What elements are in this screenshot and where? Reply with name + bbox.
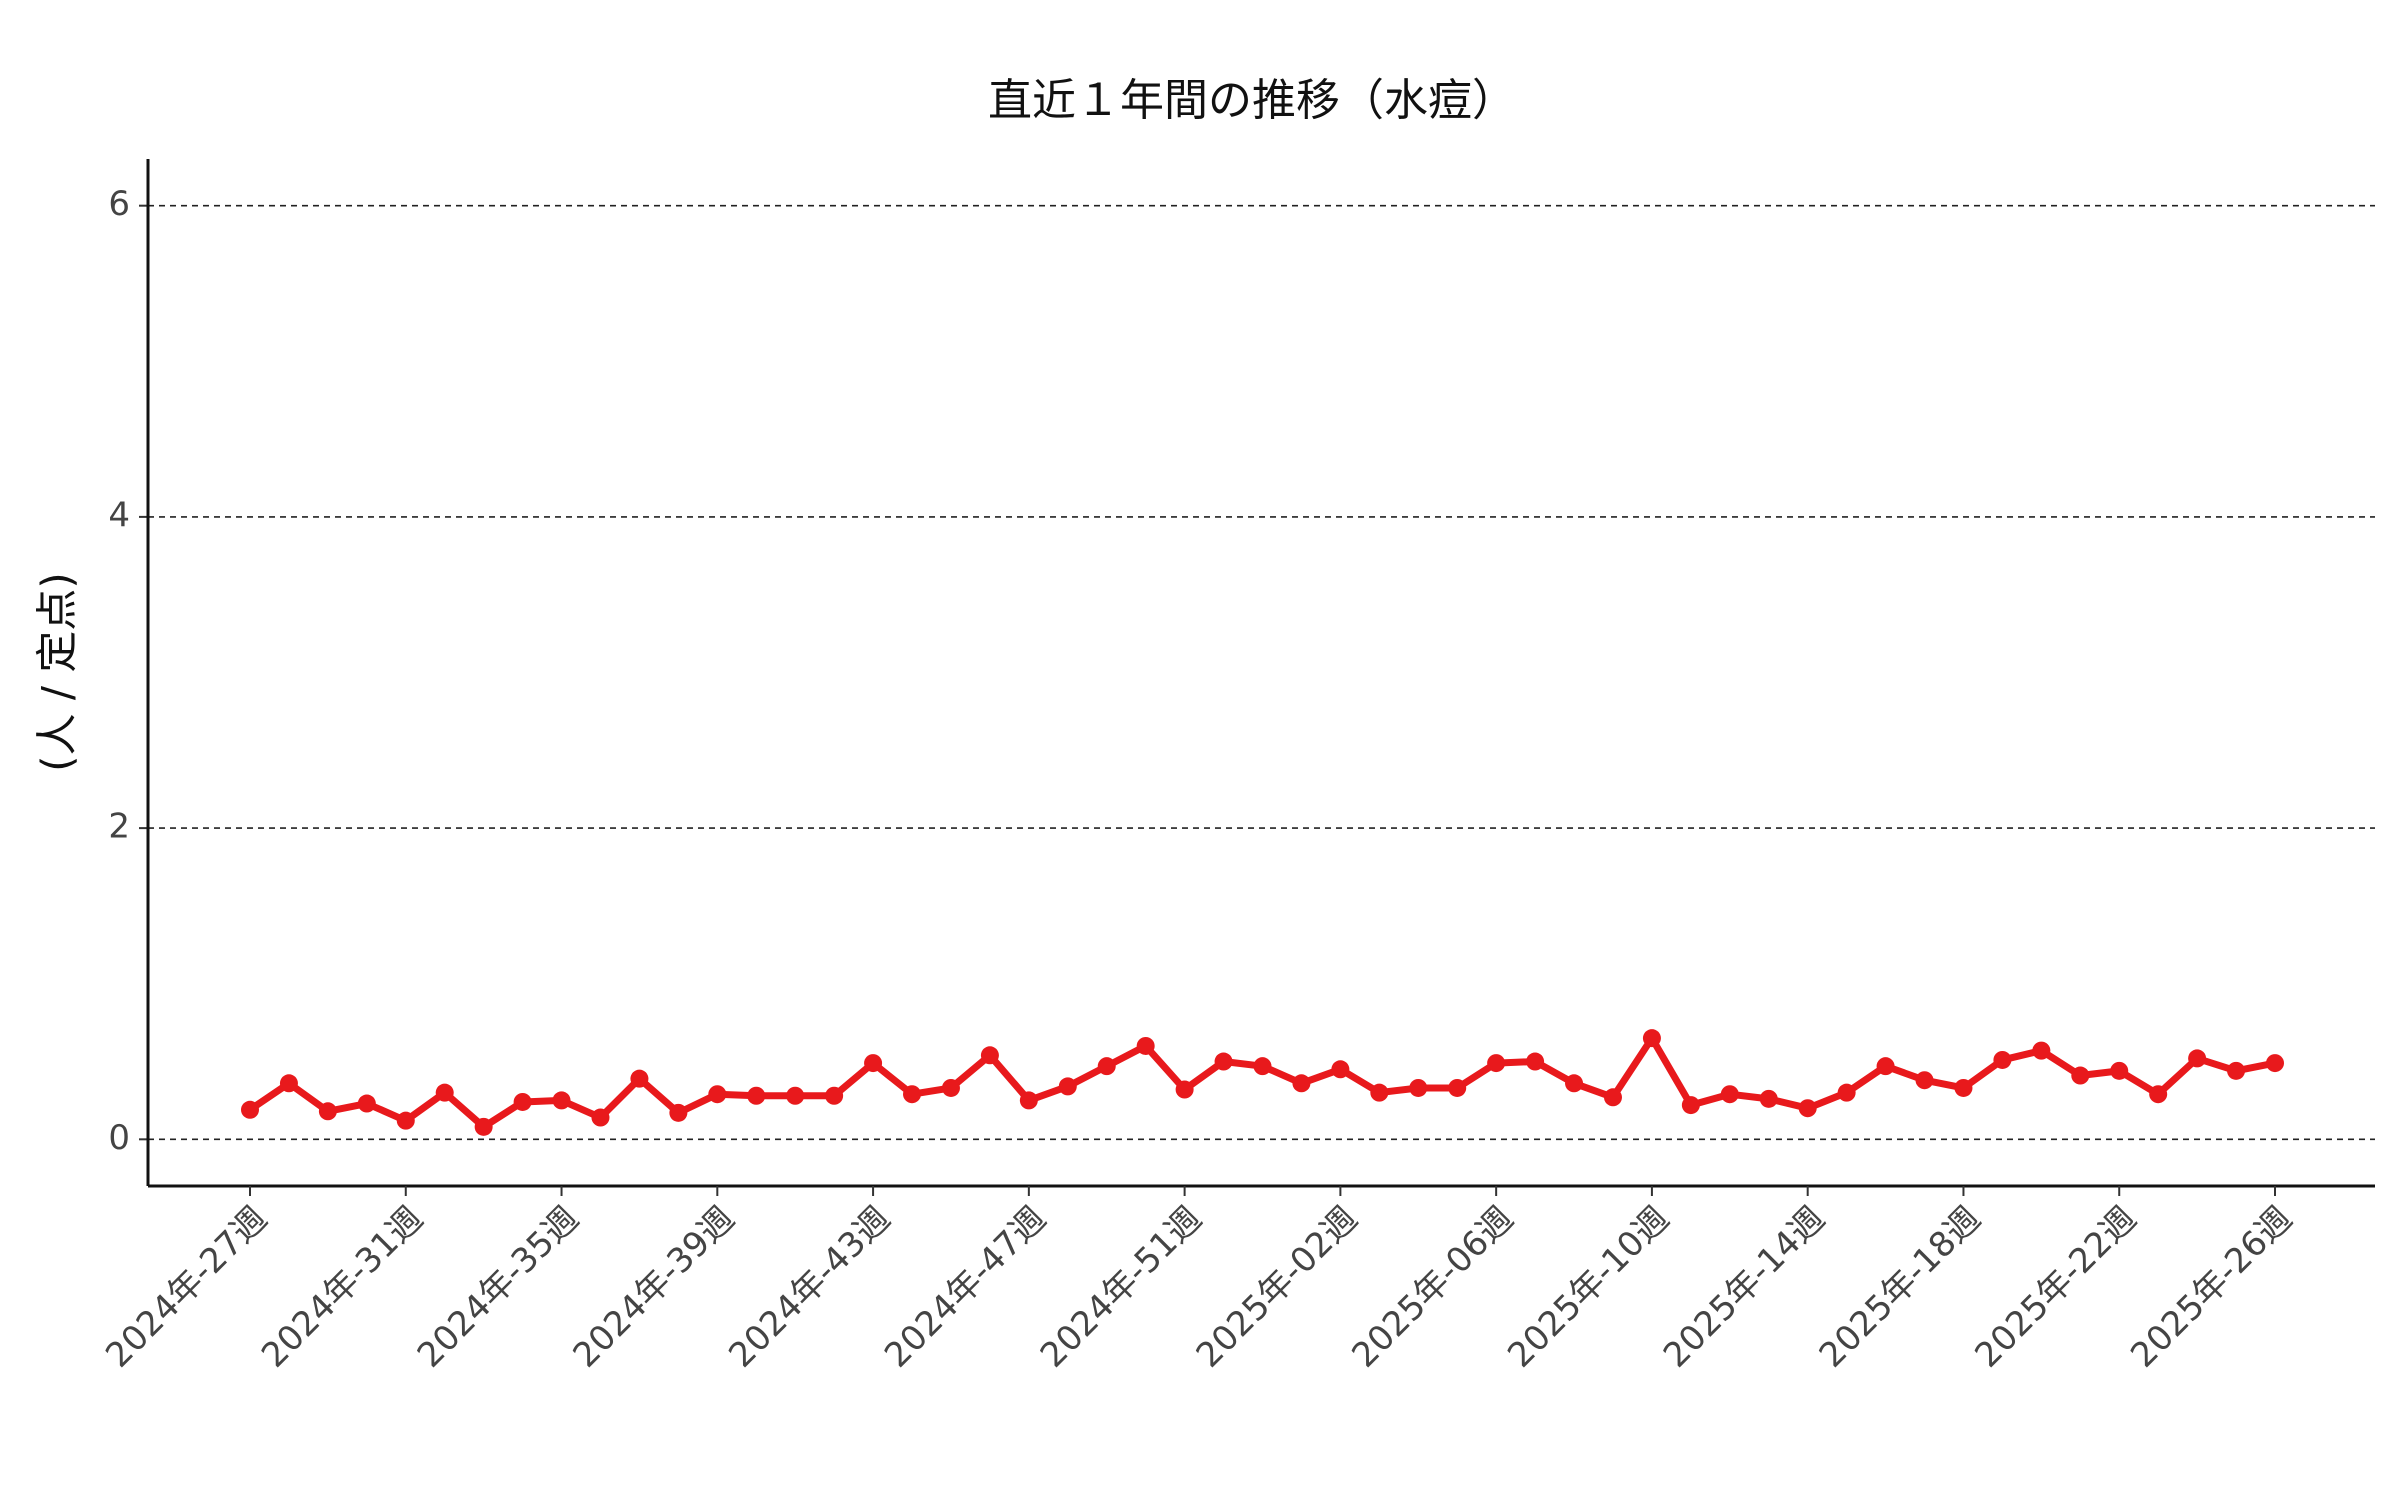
data-point <box>1019 1091 1038 1110</box>
data-point <box>1876 1057 1895 1076</box>
data-point <box>1720 1085 1739 1104</box>
data-point <box>825 1086 844 1105</box>
x-tick-label: 2024年-27週 <box>98 1199 275 1376</box>
data-line <box>248 1034 2276 1131</box>
data-point <box>1954 1078 1973 1097</box>
chart-title: 直近１年間の推移（水痘） <box>988 75 1516 126</box>
x-tick-label: 2025年-06週 <box>1344 1199 1521 1376</box>
data-point <box>669 1103 688 1122</box>
data-point <box>1370 1083 1389 1102</box>
x-tick-label: 2024年-51週 <box>1033 1199 1210 1376</box>
data-point <box>1448 1078 1467 1097</box>
x-tick-label: 2025年-14週 <box>1656 1199 1833 1376</box>
data-point <box>241 1100 259 1119</box>
data-point <box>279 1074 298 1093</box>
data-point <box>1253 1057 1272 1076</box>
x-tick-label: 2025年-10週 <box>1500 1199 1677 1376</box>
data-point <box>1642 1029 1661 1048</box>
data-point <box>1565 1074 1584 1093</box>
x-tick-label: 2024年-43週 <box>721 1199 898 1376</box>
data-point <box>396 1111 415 1130</box>
data-point <box>1058 1077 1077 1096</box>
y-tick-label: 4 <box>108 495 130 535</box>
data-point <box>1681 1096 1700 1115</box>
data-point <box>1097 1057 1116 1076</box>
x-tick-label: 2025年-26週 <box>2123 1199 2300 1376</box>
y-tick-label: 2 <box>108 807 130 847</box>
data-point <box>1526 1052 1545 1071</box>
data-point <box>1798 1099 1817 1118</box>
data-point <box>903 1085 922 1104</box>
data-point <box>1136 1036 1155 1055</box>
data-point <box>630 1069 649 1088</box>
data-point <box>941 1078 960 1097</box>
y-tick-label: 6 <box>108 184 130 224</box>
data-point <box>513 1092 532 1111</box>
data-point <box>2110 1061 2129 1080</box>
data-point <box>435 1083 454 1102</box>
data-point <box>2227 1061 2246 1080</box>
data-point <box>1915 1071 1934 1090</box>
data-point <box>357 1094 376 1113</box>
data-point <box>1292 1074 1311 1093</box>
data-point <box>1487 1054 1506 1073</box>
x-tick-label: 2024年-47週 <box>877 1199 1054 1376</box>
data-point <box>2071 1066 2090 1085</box>
y-tick-label: 0 <box>108 1118 130 1158</box>
x-tick-label: 2024年-31週 <box>254 1199 431 1376</box>
data-point <box>1603 1088 1622 1107</box>
data-point <box>980 1046 999 1065</box>
x-tick-label: 2024年-35週 <box>410 1199 587 1376</box>
data-point <box>1759 1089 1778 1108</box>
data-point <box>474 1117 493 1136</box>
data-point <box>1331 1060 1350 1079</box>
data-point <box>1837 1083 1856 1102</box>
data-point <box>786 1086 805 1105</box>
data-point <box>2188 1049 2207 1068</box>
data-point <box>591 1108 610 1127</box>
data-point <box>747 1086 766 1105</box>
data-point <box>1175 1080 1194 1099</box>
data-point <box>2032 1041 2051 1060</box>
x-tick-label: 2025年-02週 <box>1189 1199 1366 1376</box>
data-point <box>1214 1052 1233 1071</box>
x-tick-label: 2024年-39週 <box>566 1199 743 1376</box>
data-point <box>1993 1050 2012 1069</box>
data-point <box>2266 1054 2284 1073</box>
data-point <box>552 1091 571 1110</box>
data-point <box>708 1085 727 1104</box>
x-tick-label: 2025年-22週 <box>1967 1199 2144 1376</box>
y-axis-label: (人 / 定点) <box>33 572 82 772</box>
x-tick-label: 2025年-18週 <box>1812 1199 1989 1376</box>
data-point <box>864 1054 883 1073</box>
data-point <box>1409 1078 1428 1097</box>
data-point <box>2149 1085 2168 1104</box>
data-point <box>318 1102 337 1121</box>
